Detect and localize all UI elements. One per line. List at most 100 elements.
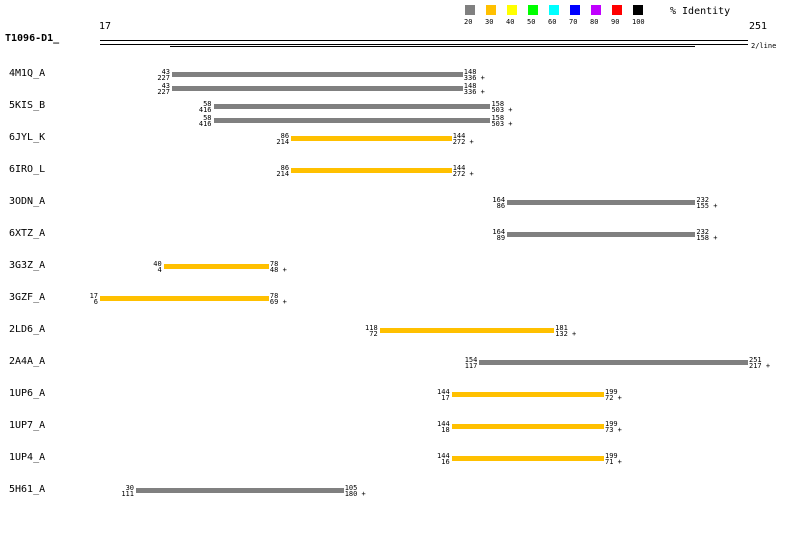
query-end-label: 78 (269, 260, 279, 268)
query-start-label: 164 (492, 228, 506, 236)
legend-swatch (465, 5, 475, 15)
subject-start-label: 86 (496, 202, 506, 210)
hit-name[interactable]: 1UP4_A (9, 452, 46, 463)
hit-bar[interactable] (172, 86, 463, 91)
subject-start-label: 17 (441, 394, 450, 402)
query-coverage-line (170, 46, 695, 47)
query-start-label: 86 (280, 132, 290, 140)
hit-name[interactable]: 6XTZ_A (9, 228, 46, 239)
hit-bar[interactable] (451, 392, 604, 397)
subject-start-label: 111 (121, 490, 134, 498)
hit-name[interactable]: 2A4A_A (9, 356, 46, 367)
legend-label: 20 (464, 18, 473, 26)
query-start-label: 154 (464, 356, 478, 364)
hit-name[interactable]: 4M1Q_A (9, 68, 46, 79)
subject-start-label: 117 (464, 362, 478, 370)
legend-swatch (612, 5, 622, 15)
hit-name[interactable]: 5KIS_B (9, 100, 46, 111)
subject-start-label: 214 (276, 138, 290, 146)
hit-name[interactable]: 5H61_A (9, 484, 46, 495)
query-end-label: 144 (452, 132, 466, 140)
query-start-label: 86 (280, 164, 290, 172)
query-start-label: 40 (153, 260, 162, 268)
query-name: T1096-D1_ (5, 33, 60, 44)
query-start-label: 17 (89, 292, 98, 300)
hit-bar[interactable] (213, 104, 491, 109)
subject-end-label: 155 + (696, 202, 718, 210)
hit-bar[interactable] (291, 168, 452, 173)
legend-title: % Identity (670, 6, 731, 17)
hit-bar[interactable] (379, 328, 555, 333)
hit-bar[interactable] (479, 360, 748, 365)
query-end: 251 (749, 21, 768, 32)
hit-bar[interactable] (507, 232, 696, 237)
legend-label: 60 (548, 18, 557, 26)
query-start-label: 43 (161, 82, 170, 90)
hit-bar[interactable] (136, 488, 344, 493)
query-end-label: 199 (605, 420, 618, 428)
hit-name[interactable]: 6JYL_K (9, 132, 46, 143)
hit-name[interactable]: 1UP6_A (9, 388, 46, 399)
subject-end-label: 73 + (605, 426, 622, 434)
query-end-label: 181 (555, 324, 568, 332)
hit-bar[interactable] (507, 200, 696, 205)
hit-name[interactable]: 3G3Z_A (9, 260, 46, 271)
subject-end-label: 180 + (344, 490, 366, 498)
query-end-label: 199 (605, 452, 618, 460)
query-end-label: 148 (463, 68, 477, 76)
query-start-label: 58 (203, 100, 212, 108)
hit-name[interactable]: 6IRO_L (9, 164, 46, 175)
subject-start-label: 227 (157, 88, 170, 96)
hit-bar[interactable] (451, 456, 604, 461)
subject-end-label: 503 + (491, 106, 513, 114)
query-end-label: 148 (463, 82, 477, 90)
legend-label: 90 (611, 18, 620, 26)
legend-label: 40 (506, 18, 515, 26)
hit-bar[interactable] (291, 136, 452, 141)
query-end-label: 158 (491, 100, 505, 108)
subject-end-label: 158 + (696, 234, 718, 242)
subject-end-label: 272 + (452, 138, 474, 146)
query-end-label: 232 (696, 228, 710, 236)
hit-name[interactable]: 1UP7_A (9, 420, 46, 431)
hit-name[interactable]: 3GZF_A (9, 292, 46, 303)
subject-end-label: 69 + (269, 298, 287, 306)
legend-swatch (633, 5, 643, 15)
legend-label: 80 (590, 18, 599, 26)
query-start-label: 144 (437, 452, 450, 460)
query-start-label: 144 (437, 420, 450, 428)
subject-start-label: 4 (157, 266, 162, 274)
hit-bar[interactable] (163, 264, 269, 269)
subject-start-label: 416 (198, 106, 212, 114)
subject-end-label: 503 + (491, 120, 513, 128)
subject-start-label: 16 (441, 458, 450, 466)
hit-bar[interactable] (100, 296, 269, 301)
legend-swatch (549, 5, 559, 15)
hit-bar[interactable] (172, 72, 463, 77)
query-end-label: 105 (344, 484, 358, 492)
subject-start-label: 6 (93, 298, 98, 306)
query-ruler (100, 40, 748, 45)
hit-bar[interactable] (451, 424, 604, 429)
hit-bar[interactable] (213, 118, 491, 123)
subject-end-label: 336 + (463, 88, 485, 96)
legend-swatch (507, 5, 517, 15)
query-start-label: 144 (437, 388, 450, 396)
hit-name[interactable]: 3ODN_A (9, 196, 46, 207)
query-start-label: 164 (492, 196, 506, 204)
query-end-label: 232 (696, 196, 710, 204)
subject-start-label: 72 (369, 330, 378, 338)
subject-end-label: 132 + (555, 330, 577, 338)
subject-start-label: 227 (157, 74, 170, 82)
query-start: 17 (99, 21, 112, 32)
legend-label: 70 (569, 18, 578, 26)
subject-start-label: 416 (198, 120, 212, 128)
query-end-label: 199 (605, 388, 618, 396)
query-start-label: 30 (125, 484, 134, 492)
subject-end-label: 48 + (269, 266, 287, 274)
legend-label: 50 (527, 18, 536, 26)
subject-start-label: 18 (441, 426, 450, 434)
legend-swatch (528, 5, 538, 15)
lines-note: 2/line (751, 42, 777, 50)
hit-name[interactable]: 2LD6_A (9, 324, 46, 335)
